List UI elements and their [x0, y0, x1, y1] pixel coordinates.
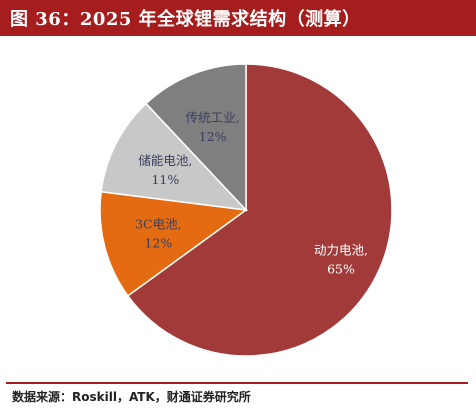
pie-slice-1 — [126, 63, 393, 357]
slice-label-2: 3C电池, — [135, 217, 182, 232]
source-note: 数据来源：Roskill，ATK，财通证券研究所 — [12, 390, 251, 404]
pie-chart: 动力电池, 65% 3C电池, 12% 储能电池, 11% 传统工业, 12% — [0, 36, 476, 374]
slice-percent-2: 12% — [144, 236, 172, 251]
slice-label-1: 动力电池, — [314, 242, 368, 257]
pie-slice-3 — [100, 102, 248, 212]
pie-slice-4 — [144, 63, 247, 212]
figure-title: 图 36：2025 年全球锂需求结构（测算） — [10, 9, 361, 30]
source-divider — [6, 382, 468, 384]
pie-chart-svg: 动力电池, 65% 3C电池, 12% 储能电池, 11% 传统工业, 12% — [99, 63, 393, 357]
slice-label-3: 储能电池, — [138, 153, 192, 168]
title-bar: 图 36：2025 年全球锂需求结构（测算） — [0, 0, 476, 36]
slice-percent-1: 65% — [327, 261, 355, 276]
pie-slice-2 — [99, 190, 248, 297]
slice-label-4: 传统工业, — [186, 110, 240, 125]
slice-percent-3: 11% — [151, 172, 179, 187]
slice-percent-4: 12% — [199, 129, 227, 144]
